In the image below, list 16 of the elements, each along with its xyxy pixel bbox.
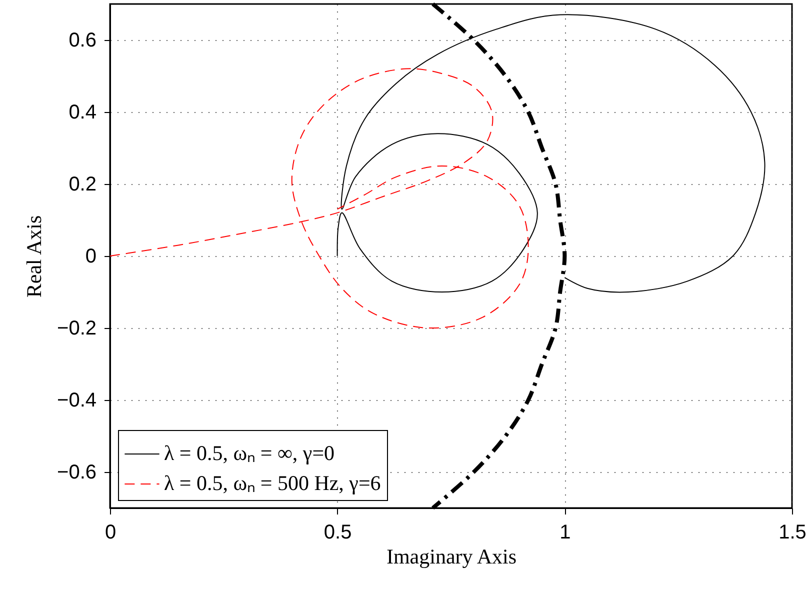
legend-label: λ = 0.5, ωₙ = 500 Hz, γ=6 xyxy=(164,471,381,495)
x-tick-label: 1 xyxy=(560,522,571,544)
y-tick-label: 0.2 xyxy=(68,174,96,196)
y-tick-label: −0.2 xyxy=(57,318,96,340)
x-axis-title: Imaginary Axis xyxy=(386,544,517,568)
y-tick-label: −0.6 xyxy=(57,462,96,484)
y-axis-title: Real Axis xyxy=(22,215,46,298)
y-tick-label: 0 xyxy=(85,246,96,268)
y-tick-label: −0.4 xyxy=(57,390,96,412)
line-series xyxy=(110,68,529,329)
x-tick-label: 0 xyxy=(104,522,116,544)
legend-label: λ = 0.5, ωₙ = ∞, γ=0 xyxy=(164,441,335,465)
x-tick-label: 1.5 xyxy=(778,522,806,544)
y-tick-label: 0.4 xyxy=(68,102,96,124)
x-tick-label: 0.5 xyxy=(324,522,352,544)
y-tick-label: 0.6 xyxy=(68,30,96,52)
